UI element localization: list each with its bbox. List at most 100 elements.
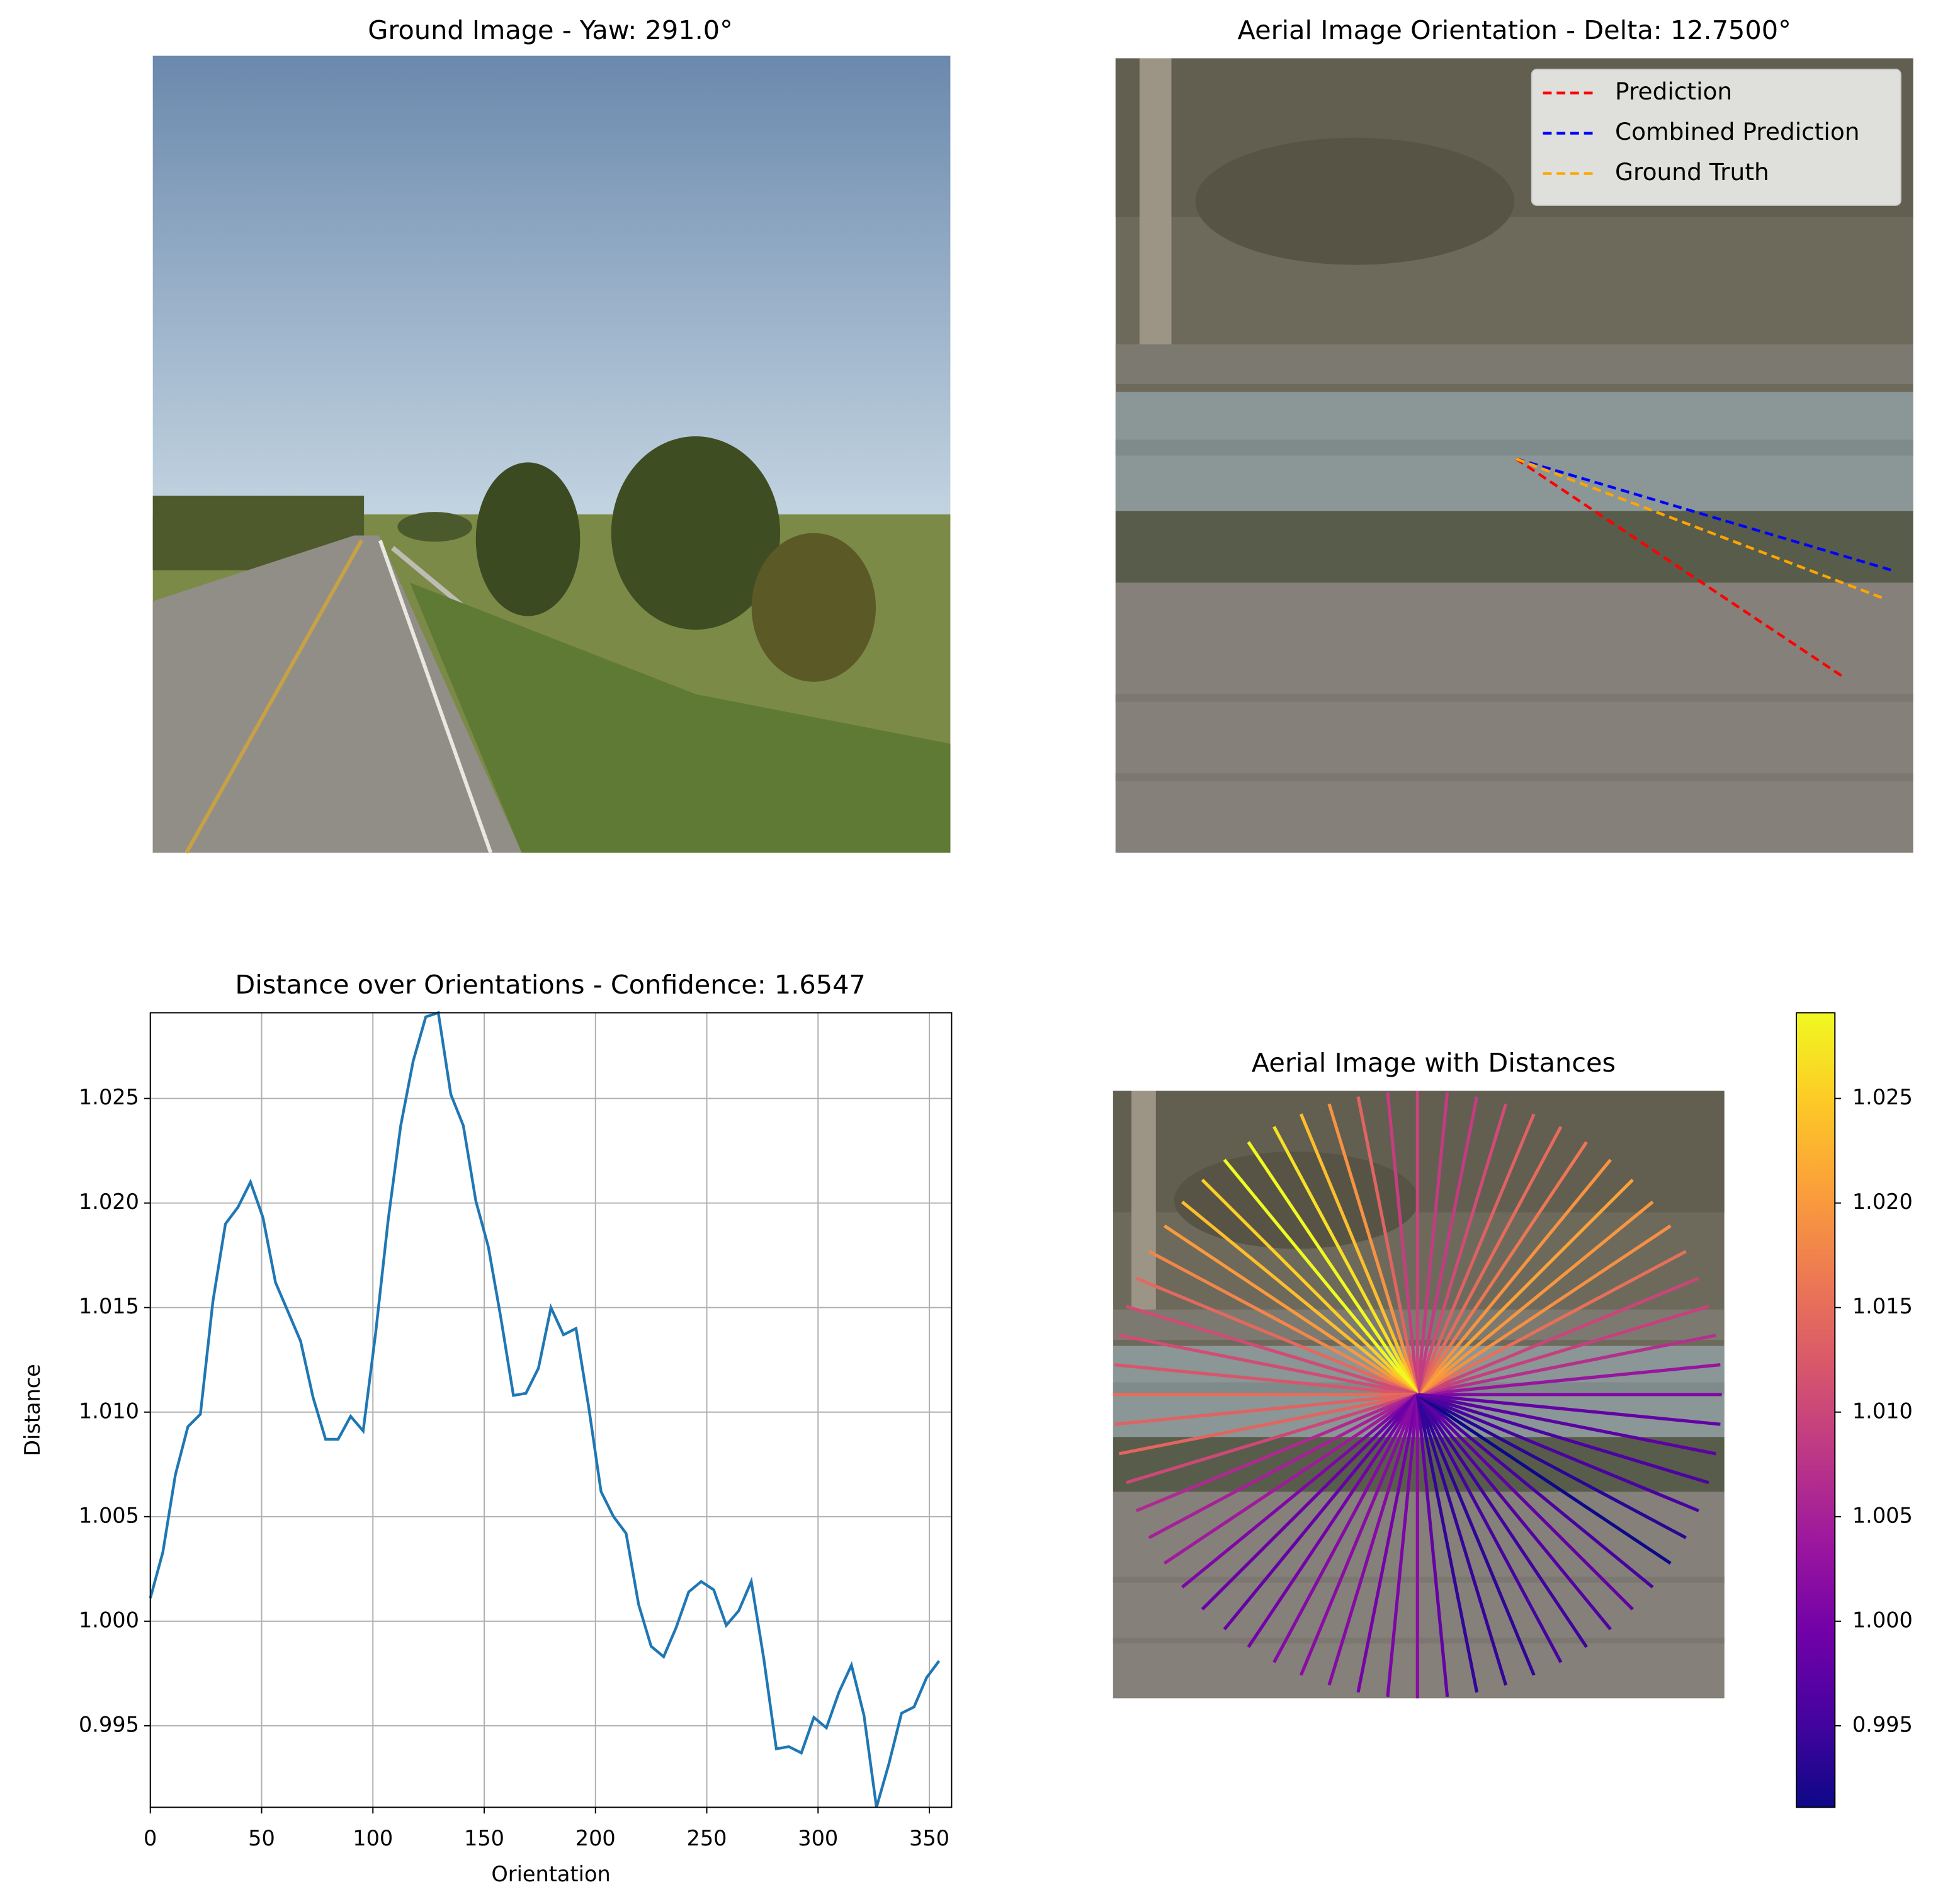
chart-title: Ground Image - Yaw: 291.0°	[368, 15, 733, 45]
distance-ray	[1148, 1393, 1419, 1539]
x-tick-label: 350	[909, 1826, 949, 1850]
legend-label: Ground Truth	[1615, 158, 1769, 186]
distance-ray	[1181, 1393, 1419, 1589]
distance-ray	[1118, 1393, 1418, 1456]
y-tick-label: 0.995	[79, 1712, 139, 1737]
distance-ray	[1416, 1178, 1634, 1396]
distance-ray	[1201, 1178, 1419, 1396]
distance-ray	[1114, 1363, 1418, 1397]
y-tick-label: 1.000	[79, 1607, 139, 1632]
x-tick-label: 50	[248, 1826, 275, 1850]
data-line	[149, 1011, 941, 1808]
distance-ray	[1125, 1393, 1419, 1485]
colorbar-tick-label: 1.000	[1852, 1607, 1913, 1632]
distance-ray	[1415, 1096, 1479, 1395]
distance-ray	[1386, 1394, 1419, 1697]
distance-ray	[1416, 1200, 1654, 1396]
y-tick-label: 1.010	[79, 1398, 139, 1423]
y-tick-label: 1.020	[79, 1189, 139, 1214]
orientation-line	[1515, 457, 1842, 677]
distance-ray	[1416, 1393, 1654, 1589]
y-tick-label: 1.015	[79, 1294, 139, 1318]
distance-ray	[1114, 1393, 1418, 1426]
x-tick-label: 250	[687, 1826, 727, 1850]
orientation-line	[1515, 457, 1883, 599]
distance-ray	[1272, 1393, 1419, 1663]
distance-ray	[1148, 1250, 1419, 1397]
colorbar-tick-label: 1.020	[1852, 1189, 1913, 1214]
distance-ray	[1416, 1224, 1672, 1396]
colorbar-tick-label: 1.015	[1852, 1294, 1913, 1318]
distance-ray	[1415, 1103, 1508, 1395]
distance-ray	[1416, 1126, 1563, 1396]
distance-ray	[1417, 1305, 1709, 1397]
distance-ray	[1417, 1393, 1716, 1456]
x-axis-label: Orientation	[491, 1862, 610, 1886]
distance-ray	[1327, 1394, 1419, 1686]
distance-ray	[1416, 1393, 1612, 1631]
distance-ray	[1163, 1224, 1419, 1396]
distance-ray	[1247, 1393, 1419, 1648]
legend-label: Combined Prediction	[1615, 118, 1860, 145]
distance-ray	[1181, 1200, 1419, 1396]
distance-ray	[1356, 1394, 1419, 1693]
distance-ray	[1416, 1141, 1588, 1396]
x-tick-label: 0	[144, 1826, 157, 1850]
y-tick-label: 1.005	[79, 1503, 139, 1527]
distance-ray	[1417, 1334, 1716, 1397]
distance-ray	[1223, 1159, 1419, 1396]
distance-ray	[1299, 1113, 1419, 1395]
distance-ray	[1223, 1393, 1419, 1631]
y-axis-label: Distance	[20, 1364, 45, 1456]
distance-ray	[1163, 1393, 1419, 1565]
ground-photo	[152, 55, 951, 854]
chart-title: Aerial Image Orientation - Delta: 12.750…	[1238, 15, 1791, 45]
distance-ray	[1415, 1394, 1508, 1686]
legend-box	[1531, 69, 1901, 206]
distance-ray	[1416, 1159, 1612, 1396]
chart-title: Distance over Orientations - Confidence:…	[235, 970, 865, 1000]
distance-ray	[1272, 1126, 1419, 1396]
distance-ray	[1201, 1393, 1419, 1611]
distance-ray	[1417, 1393, 1709, 1485]
axes-frame	[149, 1012, 953, 1808]
distance-ray	[1417, 1393, 1699, 1512]
distance-ray	[1417, 1276, 1699, 1397]
distance-ray	[1135, 1276, 1419, 1397]
distance-ray	[1118, 1334, 1418, 1397]
colorbar-tick-label: 0.995	[1852, 1712, 1913, 1737]
distance-ray	[1416, 1393, 1563, 1663]
legend-label: Prediction	[1615, 77, 1732, 105]
distance-ray	[1415, 1393, 1536, 1676]
distance-ray	[1416, 1393, 1634, 1611]
distance-ray	[1299, 1393, 1419, 1676]
distance-ray	[1417, 1393, 1721, 1426]
x-tick-label: 200	[575, 1826, 616, 1850]
distance-ray	[1417, 1363, 1721, 1397]
colorbar-tick-label: 1.010	[1852, 1398, 1913, 1423]
x-tick-label: 150	[464, 1826, 504, 1850]
orientation-line	[1516, 457, 1891, 572]
distance-ray	[1416, 1393, 1588, 1648]
chart-title: Aerial Image with Distances	[1252, 1048, 1616, 1078]
y-tick-label: 1.025	[79, 1085, 139, 1109]
distance-ray	[1415, 1092, 1449, 1395]
distance-ray	[1415, 1113, 1536, 1395]
x-tick-label: 300	[798, 1826, 838, 1850]
distance-ray	[1247, 1141, 1419, 1396]
distance-ray	[1356, 1096, 1419, 1395]
distance-ray	[1386, 1092, 1419, 1395]
distance-ray	[1417, 1393, 1687, 1539]
colorbar-tick-label: 1.025	[1852, 1085, 1913, 1109]
colorbar	[1796, 1012, 1836, 1808]
distance-ray	[1415, 1394, 1449, 1697]
distance-ray	[1417, 1250, 1687, 1397]
distance-ray	[1125, 1305, 1419, 1397]
distance-ray	[1135, 1393, 1419, 1512]
distance-ray	[1327, 1103, 1419, 1395]
distance-ray	[1416, 1393, 1672, 1565]
x-tick-label: 100	[353, 1826, 393, 1850]
colorbar-tick-label: 1.005	[1852, 1503, 1913, 1527]
